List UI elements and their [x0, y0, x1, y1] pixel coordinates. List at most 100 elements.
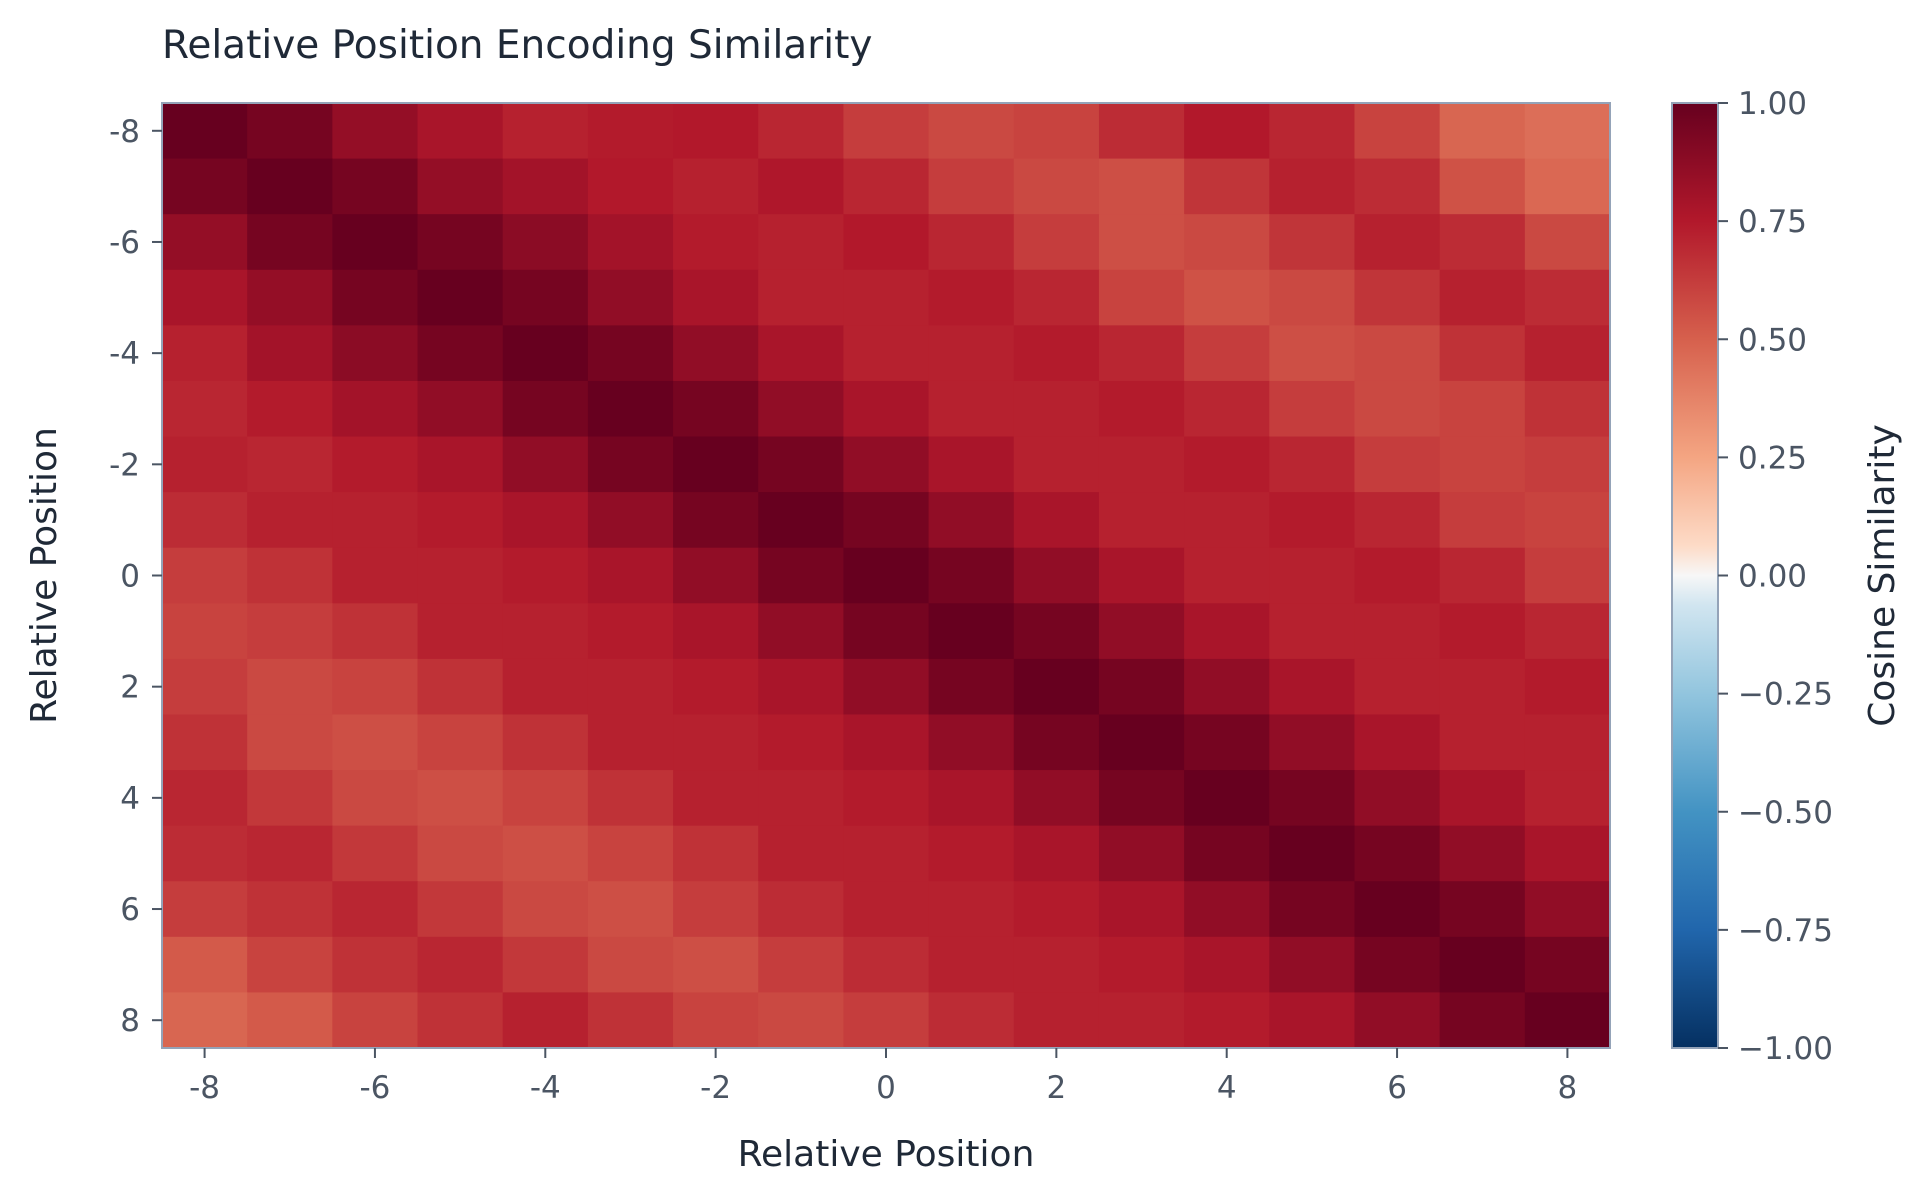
x-tick-label: 0	[876, 1070, 896, 1106]
heatmap-cell	[1269, 103, 1356, 160]
heatmap-cell	[928, 547, 1015, 604]
heatmap-cell	[1098, 269, 1185, 326]
chart-title: Relative Position Encoding Similarity	[162, 23, 872, 68]
heatmap-cell	[162, 325, 248, 382]
heatmap-cell	[1524, 103, 1611, 160]
heatmap-cell	[1013, 492, 1100, 549]
heatmap-cell	[758, 103, 845, 160]
heatmap-cell	[1013, 380, 1100, 438]
heatmap-cell	[928, 714, 1015, 771]
colorbar-tick-label: −0.25	[1738, 677, 1833, 713]
heatmap-cell	[843, 603, 930, 660]
heatmap-cell	[1439, 214, 1526, 271]
heatmap-cell	[417, 214, 504, 271]
heatmap-cell	[758, 825, 845, 882]
colorbar-tick-label: 0.25	[1738, 440, 1807, 476]
x-tick-label: 8	[1558, 1070, 1578, 1106]
heatmap-cell	[417, 158, 504, 215]
colorbar-tick-label: 0.75	[1738, 204, 1807, 240]
heatmap-cell	[1013, 881, 1100, 938]
heatmap-cell	[162, 825, 248, 882]
heatmap-cell	[332, 492, 419, 549]
x-axis-label: Relative Position	[738, 1134, 1035, 1175]
x-tick-label: -2	[700, 1070, 731, 1106]
heatmap-cell	[1524, 158, 1611, 215]
heatmap-cell	[1524, 269, 1611, 326]
heatmap-cell	[843, 158, 930, 215]
heatmap-cell	[162, 603, 248, 660]
heatmap-cell	[673, 103, 759, 160]
heatmap-cell	[928, 269, 1015, 326]
heatmap-cell	[247, 936, 333, 994]
heatmap-cell	[502, 492, 589, 549]
heatmap-cell	[758, 658, 845, 716]
x-tick-label: -4	[530, 1070, 561, 1106]
heatmap-cell	[1013, 325, 1100, 382]
heatmap-cell	[1184, 325, 1270, 382]
heatmap-cell	[843, 992, 930, 1049]
heatmap-cell	[417, 881, 504, 938]
heatmap-cell	[1098, 380, 1185, 438]
heatmap-cell	[162, 714, 248, 771]
heatmap-cell	[247, 158, 333, 215]
heatmap-cell	[758, 436, 845, 493]
heatmap-cell	[332, 436, 419, 493]
heatmap-cell	[1098, 436, 1185, 493]
heatmap-cell	[332, 770, 419, 827]
heatmap-cell	[1013, 547, 1100, 604]
heatmap-cell	[758, 214, 845, 271]
heatmap-cell	[1524, 936, 1611, 994]
heatmap-cell	[587, 547, 674, 604]
heatmap-cell	[1269, 547, 1356, 604]
heatmap-cell	[1269, 714, 1356, 771]
heatmap-cell	[1269, 936, 1356, 994]
heatmap-cell	[1269, 881, 1356, 938]
heatmap-cell	[1439, 325, 1526, 382]
heatmap-cell	[928, 380, 1015, 438]
heatmap-cell	[502, 881, 589, 938]
heatmap-cell	[928, 214, 1015, 271]
colorbar	[1671, 102, 1719, 1049]
heatmap-cell	[843, 325, 930, 382]
heatmap-cell	[417, 492, 504, 549]
y-tick-label: 8	[120, 1003, 140, 1039]
heatmap-cell	[1184, 436, 1270, 493]
heatmap-cell	[247, 325, 333, 382]
heatmap-cell	[247, 492, 333, 549]
heatmap-cell	[1354, 992, 1441, 1049]
y-tick-label: 4	[120, 781, 140, 817]
heatmap-cell	[673, 770, 759, 827]
heatmap-cell	[1524, 325, 1611, 382]
heatmap-cell	[843, 881, 930, 938]
heatmap-cell	[758, 380, 845, 438]
heatmap-cell	[417, 380, 504, 438]
heatmap-cell	[1439, 825, 1526, 882]
heatmap-cell	[1013, 214, 1100, 271]
heatmap-cell	[1184, 380, 1270, 438]
heatmap-cell	[162, 770, 248, 827]
heatmap-cell	[162, 436, 248, 493]
heatmap-cell	[1354, 547, 1441, 604]
heatmap-cell	[1439, 103, 1526, 160]
heatmap-cell	[1354, 436, 1441, 493]
heatmap-cell	[673, 658, 759, 716]
heatmap-cell	[758, 936, 845, 994]
heatmap-cell	[502, 103, 589, 160]
heatmap-cell	[417, 603, 504, 660]
colorbar-tick-label: −0.50	[1738, 795, 1833, 831]
heatmap-cell	[1354, 770, 1441, 827]
heatmap-cell	[1269, 825, 1356, 882]
heatmap-cell	[587, 603, 674, 660]
heatmap-cell	[673, 325, 759, 382]
heatmap-cell	[1269, 269, 1356, 326]
heatmap-cell	[1269, 770, 1356, 827]
heatmap-cell	[843, 714, 930, 771]
heatmap-cell	[843, 936, 930, 994]
y-tick-label: 6	[120, 892, 140, 928]
heatmap-cell	[1184, 658, 1270, 716]
heatmap-cell	[1098, 658, 1185, 716]
heatmap-cell	[1184, 936, 1270, 994]
heatmap-cell	[247, 103, 333, 160]
heatmap-cell	[758, 992, 845, 1049]
heatmap-cell	[1269, 214, 1356, 271]
